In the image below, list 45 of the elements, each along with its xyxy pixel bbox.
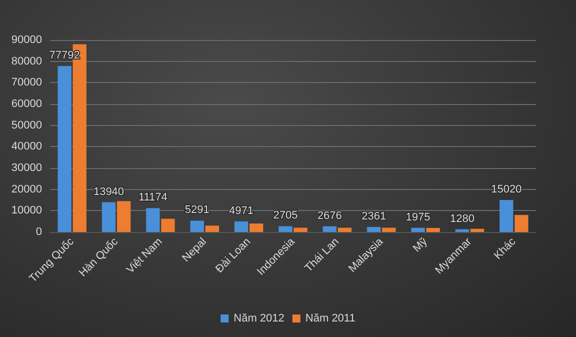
bar [338,228,352,232]
bar [382,228,396,232]
bar [411,228,425,232]
bar [58,66,72,232]
y-tick-label: 60000 [11,98,42,110]
y-tick-label: 70000 [11,76,42,89]
y-tick-label: 10000 [11,204,42,217]
data-label: 1280 [450,212,474,225]
bar [470,228,484,232]
data-label: 2705 [273,210,298,222]
y-tick-label: 90000 [11,34,42,46]
bar [234,221,248,232]
bar [426,228,440,232]
bar [322,226,336,232]
y-tick-label: 80000 [11,55,42,68]
bar [455,229,470,232]
data-label: 2676 [317,210,342,222]
data-label: 15020 [491,183,522,196]
data-label: 2361 [362,210,386,222]
x-tick-label: Mỹ [410,235,430,255]
bar [294,228,308,232]
legend-label: Năm 2011 [305,312,356,324]
data-label: 4971 [229,204,254,217]
y-tick-label: 20000 [11,183,42,196]
bar [514,214,528,232]
x-tick-label: Thái Lan [302,236,342,274]
y-tick-label: 30000 [11,162,42,174]
bar [102,202,116,232]
bar [367,226,381,232]
data-label: 11174 [138,192,168,204]
bar [190,220,204,232]
bar [146,208,160,232]
data-label: 13940 [93,186,124,198]
bar [116,201,131,232]
data-label: 1975 [406,211,430,224]
data-label: 5291 [184,204,210,216]
y-tick-label: 40000 [11,140,42,153]
bar [500,200,514,232]
bar [278,226,292,232]
bar [161,218,175,232]
bar [205,226,219,232]
legend-label: Năm 2012 [234,312,284,324]
y-tick-label: 50000 [11,119,42,132]
bar [250,223,264,232]
y-tick-label: 0 [36,226,42,238]
